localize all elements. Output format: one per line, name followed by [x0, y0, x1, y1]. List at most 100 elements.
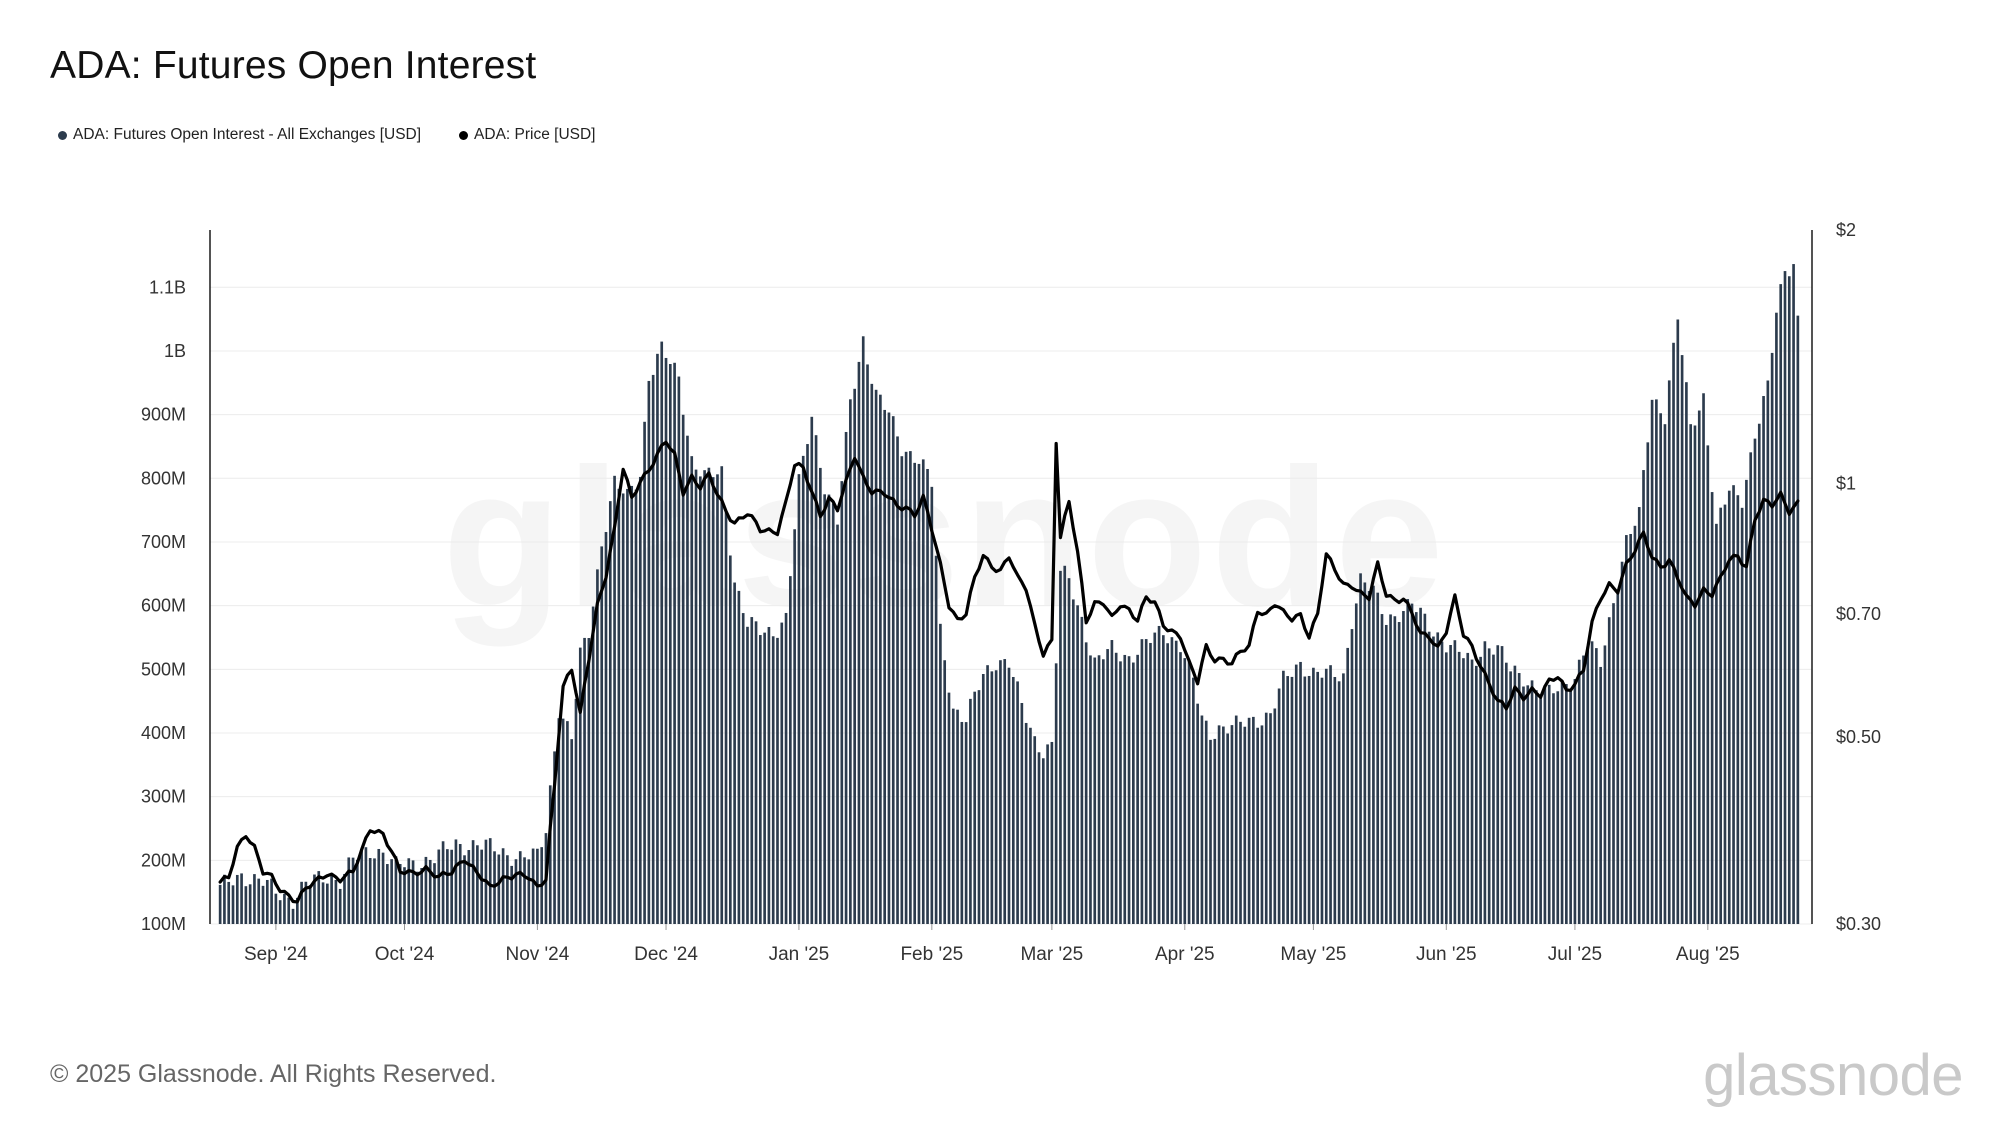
oi-bar	[947, 692, 951, 924]
oi-bar	[441, 841, 445, 924]
oi-bar	[591, 606, 595, 924]
oi-bar	[1530, 680, 1534, 924]
oi-bar	[403, 867, 406, 924]
left-tick-label: 400M	[141, 723, 186, 743]
oi-bar	[1196, 703, 1199, 924]
oi-bar	[231, 885, 235, 924]
oi-bar	[673, 362, 676, 924]
oi-bar	[398, 864, 402, 924]
oi-bar	[416, 871, 419, 924]
oi-bar	[831, 503, 835, 924]
oi-bar	[1054, 663, 1058, 924]
oi-bar	[291, 908, 295, 924]
oi-bar	[334, 880, 338, 924]
oi-bar	[223, 874, 226, 924]
oi-bar	[381, 852, 385, 924]
oi-bar	[857, 361, 861, 924]
oi-bar	[1059, 570, 1062, 924]
oi-bar	[368, 858, 372, 924]
oi-bar	[1110, 640, 1114, 924]
oi-bar	[1419, 607, 1422, 924]
oi-bar	[1114, 652, 1118, 924]
legend-item-price[interactable]: ADA: Price [USD]	[459, 126, 596, 144]
oi-bar	[253, 874, 256, 924]
oi-bar	[1359, 573, 1362, 924]
oi-bar	[248, 884, 252, 924]
oi-bar	[1260, 725, 1264, 924]
oi-bar	[1084, 642, 1088, 924]
oi-bar	[304, 881, 308, 924]
oi-bar	[887, 412, 891, 924]
oi-bar	[488, 838, 492, 924]
oi-bar	[510, 865, 514, 924]
oi-bar	[1504, 662, 1508, 924]
oi-bar	[694, 469, 698, 924]
oi-bar	[1346, 647, 1350, 924]
oi-bar	[1620, 561, 1624, 924]
oi-bar	[467, 850, 471, 924]
oi-bar	[1209, 739, 1212, 924]
legend-label-price: ADA: Price [USD]	[474, 126, 596, 143]
oi-bar	[1187, 659, 1191, 924]
oi-bar	[1264, 712, 1268, 924]
oi-bar	[1646, 442, 1650, 924]
left-tick-label: 600M	[141, 596, 186, 616]
oi-bar	[1492, 654, 1495, 924]
oi-bar	[458, 844, 462, 924]
oi-bar	[741, 613, 745, 924]
left-tick-label: 500M	[141, 659, 186, 679]
oi-bar	[994, 670, 998, 924]
oi-bar	[904, 451, 908, 924]
oi-bar	[917, 463, 921, 924]
oi-bar	[1526, 685, 1530, 924]
oi-bar	[1723, 504, 1727, 924]
oi-bar	[1273, 708, 1277, 924]
oi-bar	[1466, 652, 1470, 924]
oi-bar	[1590, 641, 1594, 924]
oi-bar	[1762, 396, 1765, 924]
oi-bar	[1226, 733, 1229, 924]
oi-bar	[1453, 640, 1457, 924]
oi-bar	[613, 475, 616, 924]
oi-bar	[1282, 670, 1285, 924]
oi-bar	[518, 851, 522, 924]
oi-bar	[647, 380, 651, 924]
x-tick-label: Oct '24	[375, 944, 435, 965]
oi-bar	[1350, 629, 1354, 924]
oi-bar	[300, 881, 303, 924]
oi-bar	[750, 617, 754, 924]
oi-bar	[1736, 495, 1740, 924]
left-tick-label: 100M	[141, 914, 186, 934]
oi-bar	[523, 857, 526, 924]
oi-bar	[1183, 658, 1187, 924]
oi-bar	[321, 882, 325, 924]
legend-label-open-interest: ADA: Futures Open Interest - All Exchang…	[73, 126, 422, 143]
x-tick-label: Jan '25	[769, 944, 830, 965]
oi-bar	[1277, 688, 1281, 924]
oi-bar	[711, 477, 715, 924]
oi-bar	[883, 409, 886, 924]
oi-bar	[1710, 492, 1714, 924]
oi-bar	[1127, 656, 1131, 924]
oi-bar	[789, 576, 792, 924]
legend-dot-price	[459, 130, 469, 140]
legend-item-open-interest[interactable]: ADA: Futures Open Interest - All Exchang…	[58, 126, 421, 144]
oi-bar	[1483, 641, 1487, 924]
copyright-footer: © 2025 Glassnode. All Rights Reserved.	[50, 1060, 497, 1088]
oi-bar	[428, 859, 432, 924]
x-tick-label: Mar '25	[1020, 944, 1083, 965]
oi-bar	[874, 389, 878, 924]
oi-bar	[1337, 681, 1341, 924]
oi-bar	[437, 849, 441, 924]
oi-bar	[1749, 452, 1753, 924]
oi-bar	[433, 863, 436, 924]
oi-bar	[1204, 720, 1208, 924]
oi-bar	[1106, 649, 1109, 924]
oi-bar	[819, 467, 822, 924]
oi-bar	[1607, 617, 1611, 924]
oi-bar	[1256, 727, 1259, 924]
oi-bar	[943, 660, 947, 924]
oi-bar	[1097, 655, 1101, 924]
chart-legend: ADA: Futures Open Interest - All Exchang…	[58, 126, 596, 144]
